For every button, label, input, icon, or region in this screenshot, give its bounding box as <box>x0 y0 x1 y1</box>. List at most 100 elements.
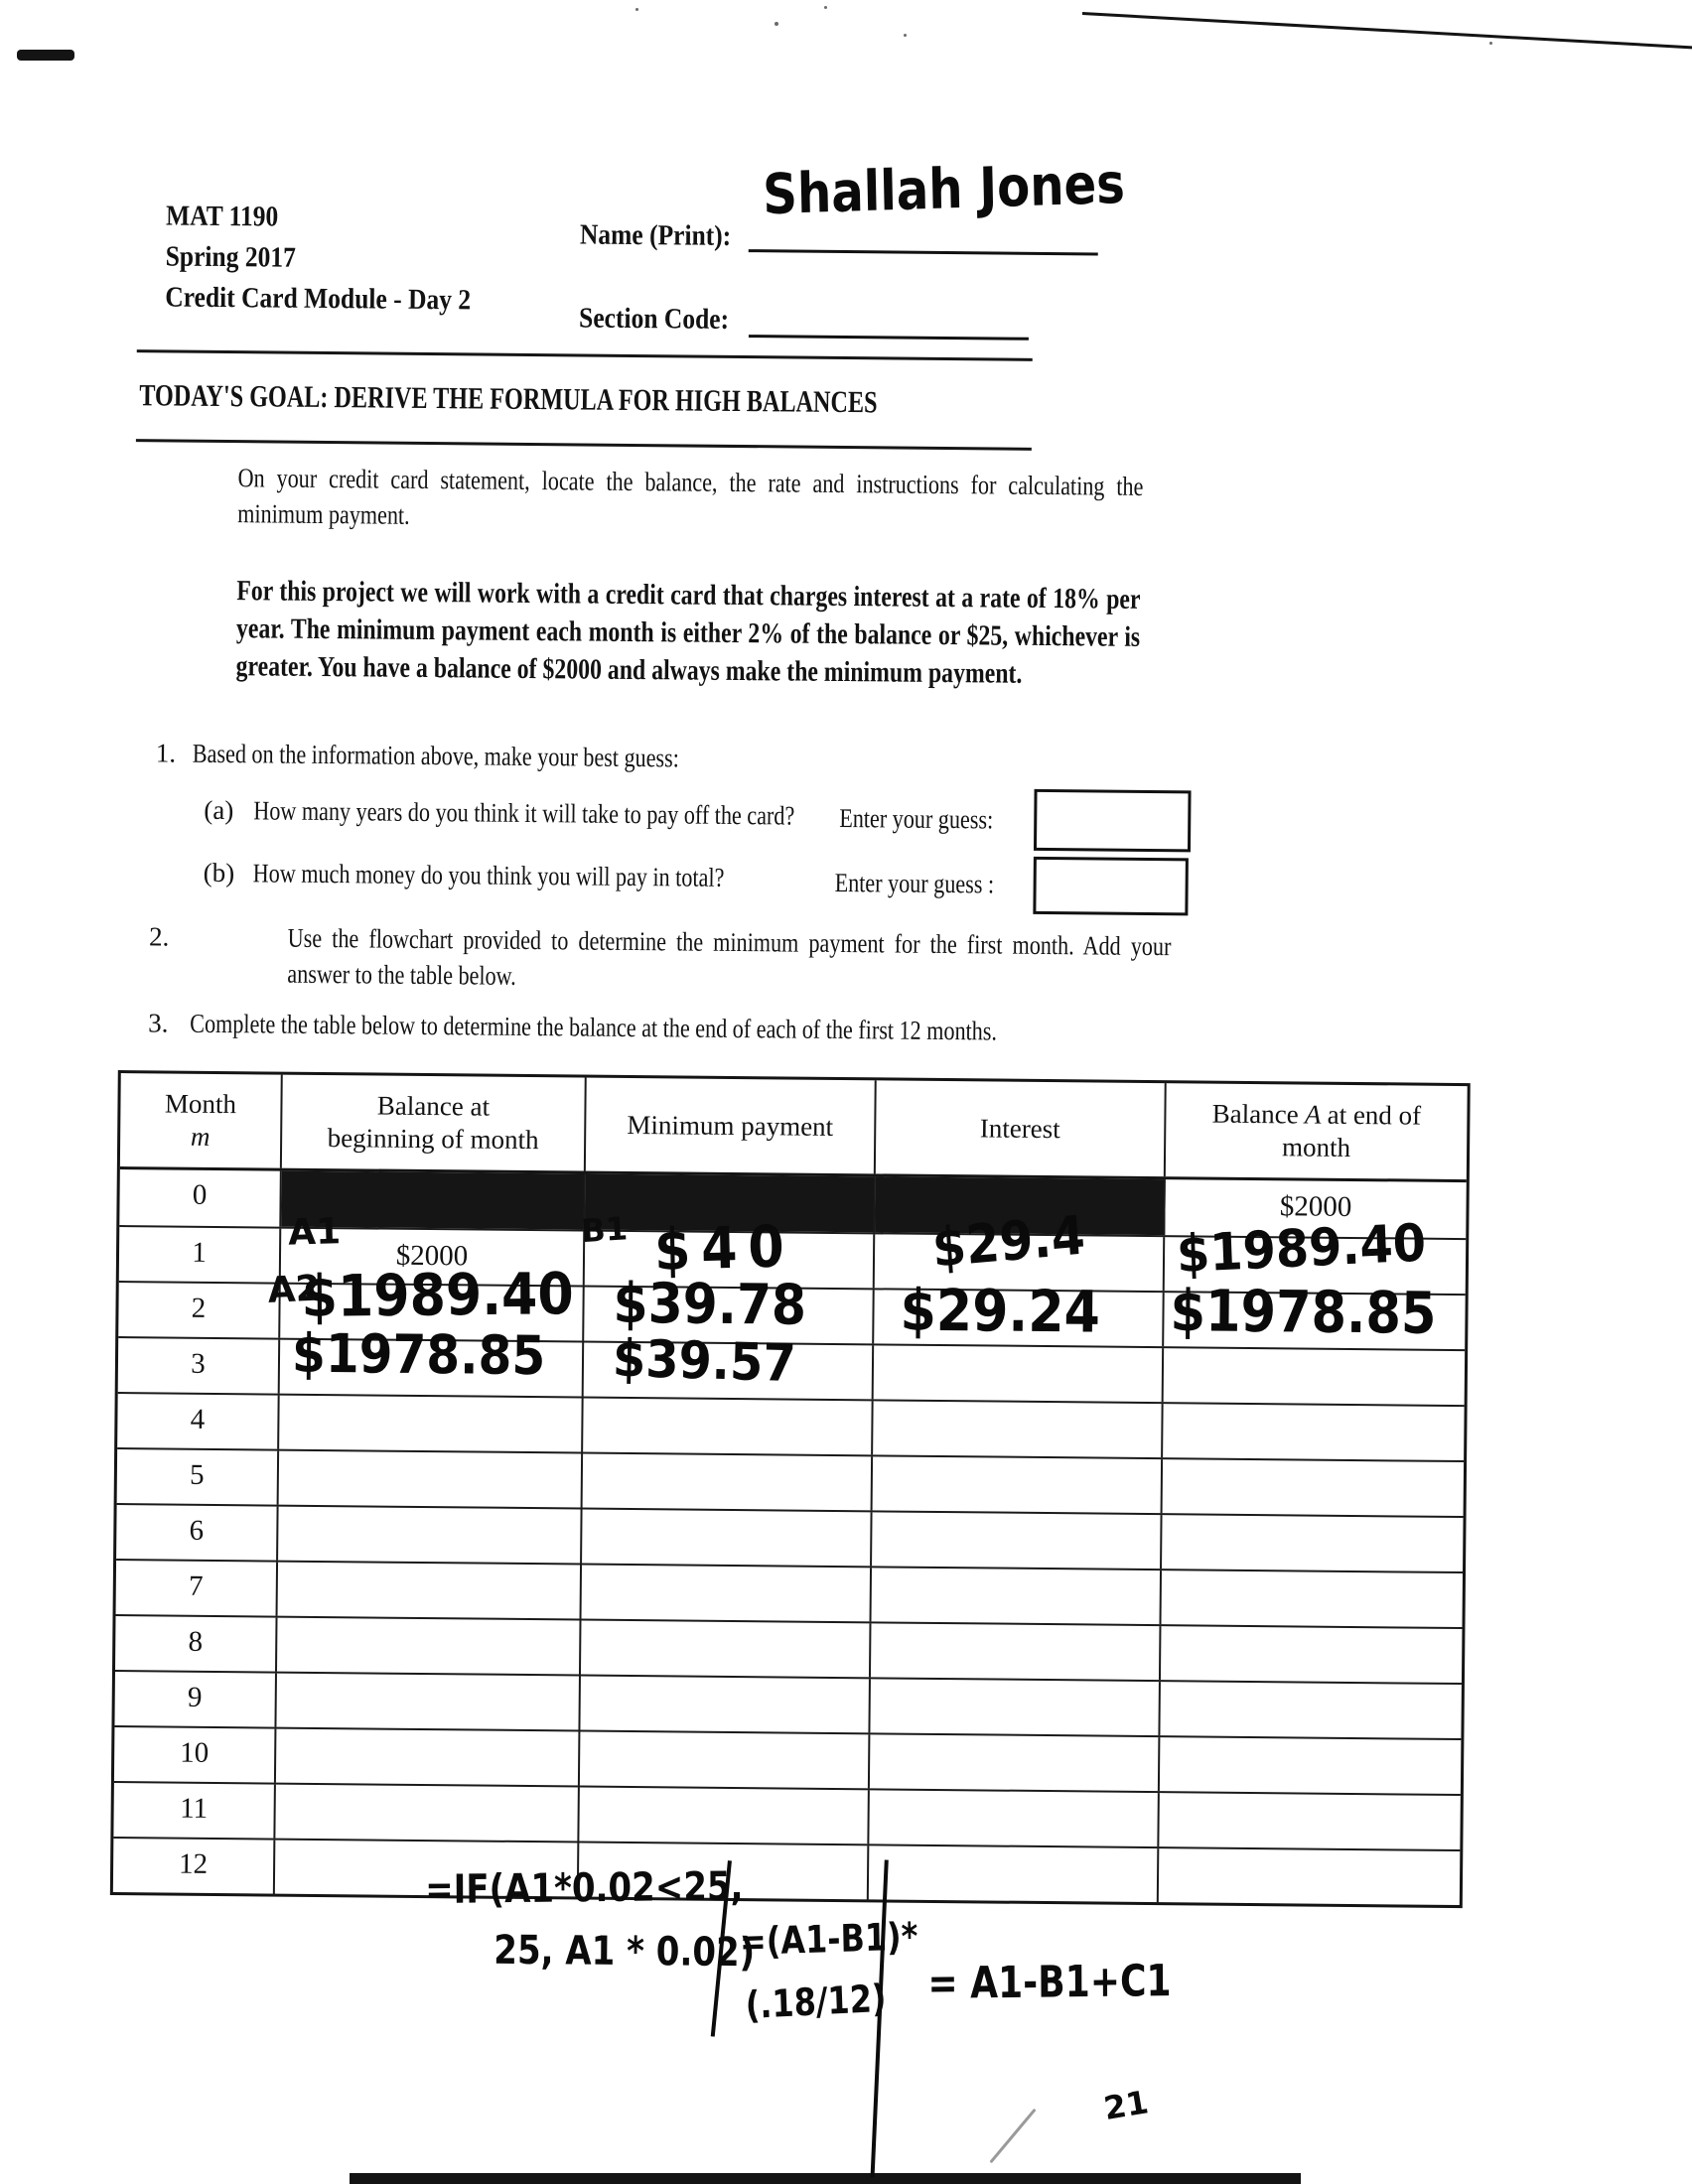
table-cell <box>581 1565 873 1622</box>
table-cell <box>582 1509 873 1567</box>
month-cell: 1 <box>118 1227 282 1283</box>
q2-number: 2. <box>148 921 170 952</box>
table-cell <box>275 1728 581 1786</box>
month-cell: 2 <box>118 1283 281 1338</box>
table-cell <box>278 1450 584 1508</box>
month-cell: 12 <box>112 1839 276 1896</box>
table-cell <box>279 1395 584 1452</box>
handwritten-value: $1989.40 <box>301 1260 575 1330</box>
q3-number: 3. <box>148 1008 169 1038</box>
formula-min-payment-line1: =IF(A1*0.02<25, <box>425 1863 744 1914</box>
section-code-underline <box>748 335 1029 341</box>
table-cell <box>872 1456 1164 1514</box>
scan-speck <box>904 34 907 37</box>
month-cell: 5 <box>116 1449 280 1505</box>
table-cell <box>583 1398 874 1455</box>
table-cell <box>580 1620 872 1678</box>
month-cell: 9 <box>114 1672 277 1727</box>
header-interest-label: Interest <box>979 1112 1060 1144</box>
month-cell: 10 <box>113 1727 277 1783</box>
table-cell <box>1159 1793 1461 1849</box>
handwritten-value: $29.24 <box>900 1276 1101 1346</box>
month-cell: 4 <box>117 1394 280 1449</box>
table-cell <box>1159 1848 1461 1907</box>
table-cell <box>1162 1515 1464 1571</box>
page-title: TODAY'S GOAL: DERIVE THE FORMULA FOR HIG… <box>139 377 878 420</box>
q3-text: Complete the table below to determine th… <box>190 1008 998 1046</box>
formula-min-payment-line2: 25, A1 * 0.02) <box>494 1927 756 1977</box>
month-cell: 0 <box>119 1169 282 1227</box>
table-cell: $1978.85 <box>279 1322 585 1397</box>
table-cell <box>276 1617 582 1675</box>
scan-speck <box>1489 42 1492 45</box>
intro-paragraph: On your credit card statement, locate th… <box>237 463 1144 530</box>
table-cell: $1978.85 <box>1164 1277 1466 1349</box>
month-cell: 11 <box>113 1783 276 1839</box>
q1b-number: (b) <box>203 857 235 888</box>
table-cell <box>1161 1626 1463 1683</box>
month-cell: 7 <box>115 1561 279 1616</box>
formula-interest-line1: =(A1-B1)* <box>739 1914 918 1965</box>
header-month: Month m <box>119 1073 283 1168</box>
handwritten-note-b1: B1 <box>580 1209 630 1251</box>
table-cell <box>873 1401 1164 1458</box>
table-cell <box>870 1623 1162 1681</box>
q1b-text: How much money do you think you will pay… <box>252 858 725 892</box>
handwritten-note-a1: A1 <box>287 1211 342 1254</box>
course-term: Spring 2017 <box>165 240 297 274</box>
q1a-number: (a) <box>204 794 234 826</box>
table-cell <box>579 1787 870 1844</box>
handwritten-value: $29.4 <box>929 1203 1087 1280</box>
table-cell <box>1163 1459 1465 1516</box>
header-balance-end: Balance A at end of month <box>1166 1083 1468 1179</box>
course-code: MAT 1190 <box>165 200 279 233</box>
table-cell <box>872 1512 1163 1570</box>
table-cell <box>278 1506 583 1564</box>
table-cell: $39.57 <box>583 1329 875 1400</box>
q1a-guess-box[interactable] <box>1033 788 1192 853</box>
header-month-line1: Month <box>164 1088 237 1120</box>
table-cell <box>277 1562 583 1619</box>
project-paragraph: For this project we will work with a cre… <box>235 575 1141 690</box>
header-balance-begin-line2: beginning of month <box>327 1123 539 1156</box>
table-cell <box>873 1345 1165 1403</box>
course-module: Credit Card Module - Day 2 <box>165 281 472 317</box>
table-header-row: Month m Balance at beginning of month Mi… <box>119 1073 1468 1183</box>
header-month-var: m <box>190 1121 211 1152</box>
scan-speck <box>775 22 778 26</box>
q1-text: Based on the information above, make you… <box>192 738 680 773</box>
table-cell <box>580 1676 871 1733</box>
header-min-payment-label: Minimum payment <box>627 1109 834 1142</box>
scan-speck <box>824 6 827 9</box>
formula-interest-line2: (.18/12) <box>745 1976 888 2028</box>
divider-rule-under-title <box>135 439 1032 451</box>
table-cell <box>1164 1348 1466 1405</box>
handwritten-value: $1989.40 <box>1176 1213 1428 1286</box>
header-balance-end-line2: month <box>1281 1132 1351 1162</box>
handwritten-note-a2: A2 <box>266 1268 322 1311</box>
name-label: Name (Print): <box>579 218 732 252</box>
course-header: MAT 1190 Spring 2017 Credit Card Module … <box>165 196 513 321</box>
handwritten-value: $39.57 <box>612 1328 797 1395</box>
table-cell <box>579 1731 871 1789</box>
table-cell <box>871 1568 1163 1625</box>
q1a-text: How many years do you think it will take… <box>253 795 795 831</box>
divider-rule-top <box>136 349 1033 361</box>
table-cell <box>869 1734 1161 1792</box>
header-balance-end-line1: Balance A at end of <box>1211 1098 1422 1131</box>
q1a-guess-label: Enter your guess: <box>839 802 994 835</box>
name-underline <box>748 249 1098 256</box>
handwritten-value: $1978.85 <box>1170 1277 1437 1347</box>
scan-speck <box>635 8 638 11</box>
table-cell <box>869 1790 1160 1847</box>
header-interest: Interest <box>875 1080 1167 1177</box>
month-cell: 8 <box>115 1616 278 1672</box>
scan-bar-bottom <box>350 2173 1301 2184</box>
month-cell: 6 <box>116 1505 279 1561</box>
q2-text: Use the flowchart provided to determine … <box>287 922 1172 991</box>
table-cell <box>870 1679 1161 1736</box>
header-balance-begin: Balance at beginning of month <box>281 1074 587 1171</box>
q1b-guess-box[interactable] <box>1033 856 1189 916</box>
